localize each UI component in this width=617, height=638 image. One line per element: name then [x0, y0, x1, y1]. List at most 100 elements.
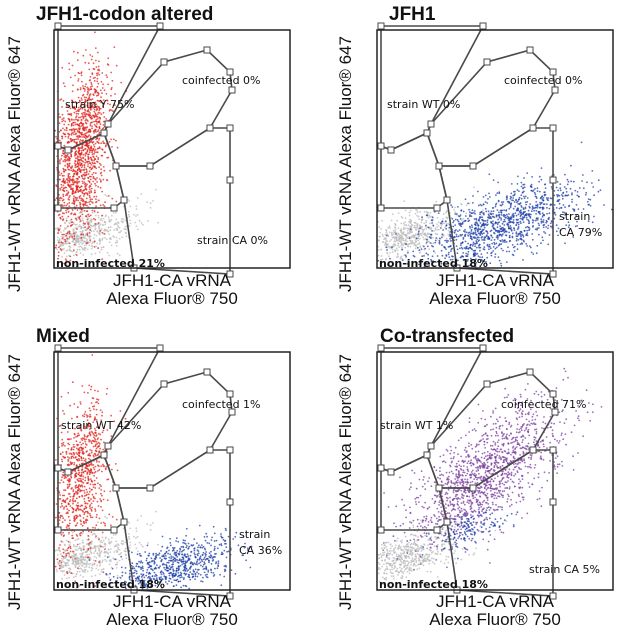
- event-dot: [424, 262, 427, 264]
- event-dot: [100, 568, 103, 571]
- event-dot: [86, 90, 89, 93]
- event-dot: [495, 229, 497, 232]
- event-dot: [510, 202, 513, 205]
- event-dot: [516, 189, 519, 191]
- event-dot: [58, 425, 61, 428]
- event-dot: [67, 552, 69, 555]
- event-dot: [434, 227, 437, 230]
- event-dot: [445, 222, 448, 225]
- event-dot: [93, 479, 96, 482]
- event-dot: [81, 164, 84, 167]
- event-dot: [427, 226, 430, 229]
- event-dot: [87, 120, 89, 122]
- event-dot: [99, 564, 101, 567]
- event-dot: [535, 197, 538, 200]
- event-dot: [80, 103, 83, 106]
- event-dot: [576, 191, 579, 193]
- event-dot: [90, 58, 93, 61]
- event-dot: [441, 223, 443, 226]
- event-dot: [432, 242, 435, 245]
- event-dot: [574, 225, 577, 228]
- event-dot: [67, 559, 70, 562]
- event-dot: [88, 170, 91, 173]
- event-dot: [409, 228, 412, 231]
- event-dot: [470, 236, 473, 238]
- event-dot: [548, 216, 550, 219]
- event-dot: [115, 518, 118, 521]
- event-dot: [472, 243, 475, 246]
- event-dot: [84, 174, 87, 177]
- event-dot: [99, 147, 101, 150]
- event-dot: [500, 227, 503, 229]
- event-dot: [84, 177, 86, 180]
- event-dot: [69, 495, 72, 498]
- event-dot: [88, 500, 91, 502]
- event-dot: [94, 228, 97, 231]
- event-dot: [102, 83, 104, 86]
- event-dot: [493, 238, 496, 241]
- event-dot: [540, 218, 543, 221]
- event-dot: [94, 151, 96, 154]
- event-dot: [92, 171, 95, 174]
- event-dot: [391, 234, 393, 237]
- event-dot: [177, 540, 180, 543]
- event-dot: [104, 223, 106, 226]
- event-dot: [66, 142, 69, 144]
- event-dot: [410, 226, 413, 229]
- event-dot: [59, 178, 61, 181]
- event-dot: [73, 155, 76, 157]
- event-dot: [492, 223, 495, 226]
- event-dot: [488, 245, 491, 248]
- event-dot: [80, 523, 82, 525]
- event-dot: [74, 539, 77, 542]
- event-dot: [395, 233, 397, 235]
- event-dot: [540, 201, 543, 204]
- event-dot: [73, 243, 76, 246]
- event-dot: [445, 255, 448, 257]
- event-dot: [470, 230, 473, 232]
- scatter-plot: coinfected 0% strain Y 75% strain CA 0% …: [53, 22, 291, 278]
- gate-handle: [433, 204, 441, 212]
- event-dot: [525, 216, 528, 219]
- event-dot: [92, 77, 95, 79]
- event-dot: [87, 423, 90, 426]
- event-dot: [140, 584, 143, 586]
- event-dot: [82, 200, 85, 203]
- event-dot: [57, 563, 60, 566]
- event-dot: [77, 110, 80, 113]
- event-dot: [85, 96, 88, 99]
- event-dot: [73, 131, 76, 133]
- event-dot: [73, 403, 76, 405]
- event-dot: [58, 139, 61, 142]
- event-dot: [155, 510, 157, 513]
- event-dot: [80, 162, 83, 165]
- event-dot: [68, 202, 71, 204]
- event-dot: [115, 580, 118, 582]
- event-dot: [431, 219, 434, 222]
- event-dot: [63, 494, 66, 497]
- event-dot: [68, 509, 70, 512]
- event-dot: [59, 482, 61, 484]
- event-dot: [88, 543, 90, 545]
- event-dot: [78, 235, 80, 238]
- event-dot: [87, 512, 89, 515]
- event-dot: [55, 197, 58, 200]
- event-dot: [520, 214, 522, 217]
- event-dot: [603, 204, 605, 206]
- event-dot: [116, 221, 119, 224]
- event-dot: [129, 541, 132, 544]
- event-dot: [392, 233, 395, 236]
- event-dot: [64, 445, 66, 447]
- event-dot: [582, 174, 584, 176]
- event-dot: [62, 100, 65, 102]
- event-dot: [400, 216, 403, 218]
- event-dot: [208, 561, 210, 564]
- event-dot: [388, 255, 390, 258]
- gate-strain-wt: [57, 25, 162, 151]
- event-dot: [80, 208, 83, 211]
- event-dot: [508, 213, 510, 215]
- event-dot: [100, 246, 103, 249]
- event-dot: [93, 217, 95, 220]
- event-dot: [68, 173, 71, 175]
- event-dot: [101, 431, 104, 434]
